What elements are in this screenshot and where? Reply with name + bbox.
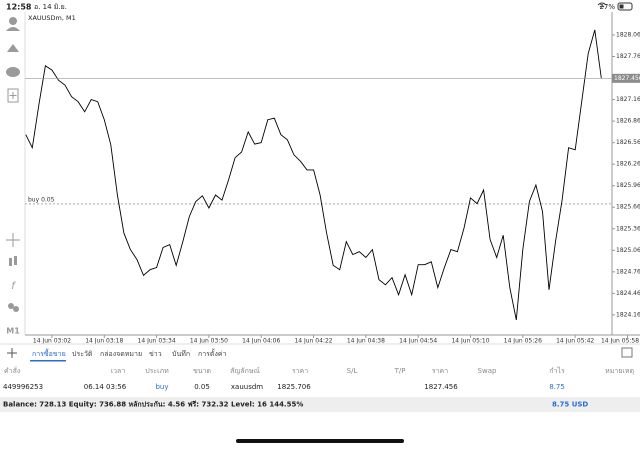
add-indicator-plus: [9, 92, 17, 99]
x-tick-label: 14 Jun 03:50: [190, 338, 228, 345]
y-tick-label: 1824.460: [616, 290, 640, 297]
chart-title: XAUUSDm, M1: [28, 14, 76, 22]
x-tick-label: 14 Jun 03:18: [85, 338, 123, 345]
column-header: ราคา: [292, 367, 308, 375]
account-icon[interactable]: [9, 17, 17, 25]
y-tick-label: 1824.760: [616, 268, 640, 275]
y-tick-label: 1827.760: [616, 53, 640, 60]
y-tick-label: 1825.960: [616, 182, 640, 189]
y-tick-label: 1825.360: [616, 225, 640, 232]
cell-order: 449996253: [3, 383, 43, 391]
y-tick-label: 1826.260: [616, 161, 640, 168]
price-line: [25, 29, 602, 320]
total-profit: 8.75 USD: [552, 401, 588, 409]
x-tick-label: 14 Jun 04:06: [242, 338, 280, 345]
column-header: S/L: [347, 367, 358, 375]
y-tick-label: 1826.860: [616, 118, 640, 125]
objects-icon[interactable]: [8, 303, 14, 309]
x-tick-label: 14 Jun 05:10: [451, 338, 489, 345]
status-battery: 27%: [599, 3, 615, 11]
candle-icon-2: [14, 256, 17, 265]
cell-open-price: 1825.706: [277, 383, 311, 391]
column-header: ราคา: [432, 367, 448, 375]
x-tick-label: 14 Jun 04:38: [347, 338, 385, 345]
objects-icon-2: [13, 306, 19, 312]
cell-price: 1827.456: [424, 383, 458, 391]
left-toolbar: f M1: [6, 17, 20, 336]
function-icon[interactable]: f: [11, 281, 16, 292]
cell-symbol: xauusdm: [231, 383, 263, 391]
column-header: ประเภท: [145, 367, 169, 375]
tab[interactable]: การซื้อขาย: [32, 347, 66, 358]
battery-icon: [617, 2, 633, 11]
home-indicator: [236, 439, 404, 443]
trade-icon[interactable]: [7, 44, 19, 52]
status-time: 12:58: [6, 3, 32, 12]
candle-icon[interactable]: [9, 258, 12, 266]
x-tick-label: 14 Jun 03:34: [138, 338, 176, 345]
column-header: สัญลักษณ์: [230, 367, 260, 375]
battery-level: [619, 4, 624, 9]
tab[interactable]: ประวัติ: [72, 350, 93, 358]
column-header: ขนาด: [193, 367, 211, 375]
y-tick-label: 1828.060: [616, 31, 640, 38]
column-header: กำไร: [549, 366, 565, 375]
tab[interactable]: การตั้งค่า: [198, 347, 227, 358]
y-tick-label: 1827.160: [616, 96, 640, 103]
x-tick-label: 14 Jun 05:42: [556, 338, 594, 345]
tab[interactable]: กล่องจดหมาย: [100, 350, 142, 358]
balance-summary: Balance: 728.13 Equity: 736.88 หลักประกั…: [3, 401, 303, 409]
x-tick-label: 14 Jun 04:54: [399, 338, 437, 345]
x-tick-label: 14 Jun 03:02: [33, 338, 71, 345]
cell-time: 06.14 03:56: [84, 383, 127, 391]
tab[interactable]: ข่าว: [149, 350, 162, 358]
column-header: T/P: [394, 367, 406, 375]
cell-profit: 8.75: [549, 383, 565, 391]
status-date: อ. 14 มิ.ย.: [34, 3, 67, 11]
timeframe-button[interactable]: M1: [6, 327, 20, 336]
tab[interactable]: บันทึก: [172, 349, 190, 358]
cell-volume: 0.05: [194, 383, 210, 391]
add-indicator-icon[interactable]: [7, 88, 19, 103]
y-tick-label: 1824.160: [616, 311, 640, 318]
add-button[interactable]: [7, 348, 17, 358]
order-line-label: buy 0.05: [28, 196, 55, 203]
y-tick-label: 1825.060: [616, 247, 640, 254]
x-tick-label: 14 Jun 04:22: [294, 338, 332, 345]
chat-icon[interactable]: [6, 67, 20, 77]
current-price-box: [612, 73, 640, 83]
wifi-icon: [597, 2, 607, 8]
tab-bar: การซื้อขาย ประวัติ กล่องจดหมาย ข่าว บันทึก กา…: [30, 347, 227, 362]
account-icon-body: [6, 27, 20, 31]
orders-table: คำสั่ง เวลา ประเภท ขนาด สัญลักษณ์ ราคา S/L T/P ร…: [3, 366, 634, 391]
chart: XAUUSDm, M1 1828.060 1827.760 1827.160 1826…: [24, 12, 640, 345]
y-tick-label: 1826.560: [616, 139, 640, 146]
column-header: หมายเหตุ: [605, 367, 634, 375]
column-header: คำสั่ง: [4, 366, 20, 375]
current-price-label: 1827.456: [614, 75, 640, 82]
crosshair-icon[interactable]: [6, 233, 20, 247]
column-header: เวลา: [111, 367, 126, 375]
y-tick-label: 1825.660: [616, 204, 640, 211]
x-tick-label: 14 Jun 05:26: [504, 338, 542, 345]
panel-toggle[interactable]: [621, 347, 633, 358]
column-header: Swap: [478, 367, 497, 375]
cell-type: buy: [155, 383, 168, 391]
footer-background: [0, 397, 640, 412]
x-tick-label: 14 Jun 05:58: [601, 338, 639, 345]
active-tab-underline: [30, 360, 66, 362]
